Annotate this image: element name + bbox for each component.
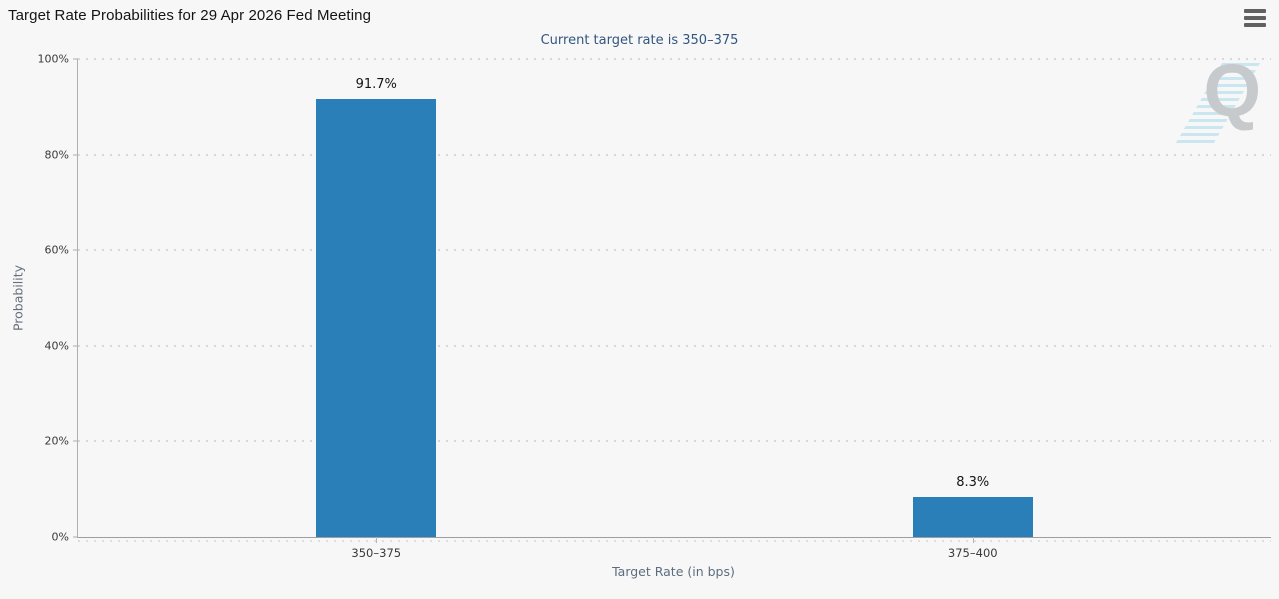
chart-title: Target Rate Probabilities for 29 Apr 202… — [8, 7, 372, 24]
y-tick-mark — [73, 440, 78, 442]
watermark-stripes-icon — [1175, 63, 1261, 143]
y-tick-mark — [73, 154, 78, 156]
quikstrike-watermark: Q — [1175, 49, 1263, 151]
hamburger-icon — [1244, 23, 1266, 27]
gridline — [78, 249, 1271, 252]
x-category-label: 375–400 — [947, 546, 998, 560]
y-tick-label: 60% — [44, 243, 69, 257]
y-tick-mark — [73, 345, 78, 347]
gridline — [78, 440, 1271, 443]
gridline — [78, 344, 1271, 347]
y-tick-label: 40% — [44, 339, 69, 353]
gridline — [78, 153, 1271, 156]
y-tick-mark — [73, 536, 78, 538]
y-tick-label: 100% — [37, 52, 69, 66]
y-axis-title: Probability — [10, 264, 26, 332]
y-tick-label: 20% — [44, 434, 69, 448]
bar-value-label: 91.7% — [355, 76, 397, 92]
y-tick-mark — [73, 249, 78, 251]
chart-subtitle: Current target rate is 350–375 — [540, 33, 739, 48]
x-axis-title: Target Rate (in bps) — [612, 564, 735, 579]
y-tick-mark — [73, 58, 78, 60]
plot-area: Q 0% 20% 40% 60% 80% 100% 91.7% 350–375 8.3% 375–… — [38, 49, 1271, 560]
bar-350–375 — [316, 98, 437, 537]
hamburger-icon — [1244, 16, 1266, 20]
x-tick-mark — [972, 537, 974, 543]
chart-header: Target Rate Probabilities for 29 Apr 202… — [0, 0, 1279, 30]
hamburger-icon — [1244, 9, 1266, 13]
bar-375–400 — [912, 497, 1033, 537]
bar-value-label: 8.3% — [956, 475, 990, 491]
x-tick-mark — [376, 537, 378, 543]
baseline-dotted-line — [78, 540, 1271, 542]
x-category-label: 350–375 — [351, 546, 402, 560]
hamburger-menu-button[interactable] — [1244, 9, 1266, 27]
y-tick-label: 80% — [44, 148, 69, 162]
q-logo-icon: Q — [1203, 49, 1261, 132]
y-tick-label: 0% — [51, 530, 69, 544]
gridline — [78, 58, 1271, 60]
